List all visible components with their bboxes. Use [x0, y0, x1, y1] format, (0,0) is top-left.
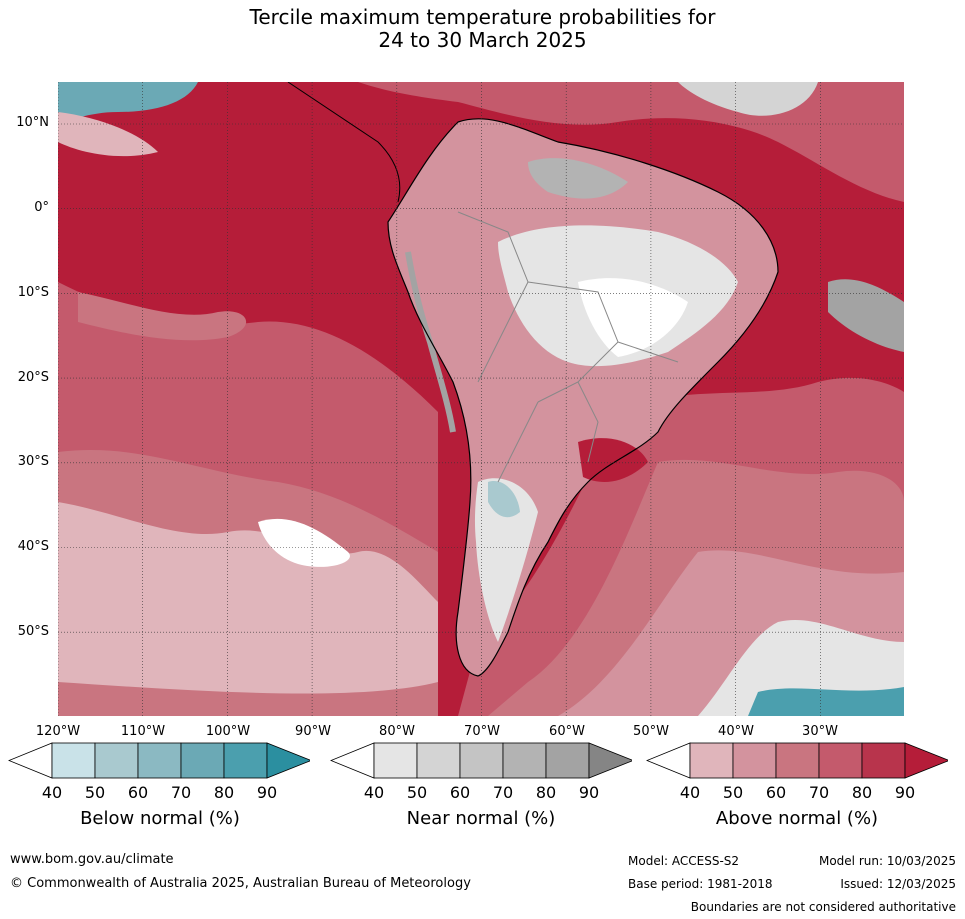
colorbar-segment: [502, 742, 547, 779]
below-normal-colorbar: [8, 742, 310, 779]
colorbar-segment: [818, 742, 863, 779]
lat-label-10n: 10°N: [16, 115, 49, 130]
colorbar-segment: [373, 742, 418, 779]
colorbar-tick-label: 90: [256, 783, 278, 802]
map-title-line-1: Tercile maximum temperature probabilitie…: [249, 5, 716, 29]
patagonia-grey: [474, 478, 538, 642]
colorbar-segment: [545, 742, 590, 779]
lon-label-30w: 30°W: [802, 724, 838, 739]
lat-label-30s: 30°S: [17, 454, 49, 469]
colorbar-segment: [180, 742, 225, 779]
above-normal-colorbar: [646, 742, 948, 779]
base-period: Base period: 1981-2018: [628, 877, 773, 891]
colorbar-segment: [416, 742, 461, 779]
colorbar-tick-label: 40: [679, 783, 701, 802]
colorbar-segment: [775, 742, 820, 779]
colorbar-right-arrow: [904, 742, 948, 779]
pacific-pale-north: [78, 292, 247, 341]
lat-label-40s: 40°S: [17, 539, 49, 554]
colorbar-tick-label: 50: [84, 783, 106, 802]
colorbar-tick-label: 60: [449, 783, 471, 802]
south-atlantic-below: [748, 687, 904, 716]
colorbar-tick-label: 60: [765, 783, 787, 802]
colorbar-tick-label: 40: [41, 783, 63, 802]
near-normal-colorbar: [330, 742, 632, 779]
colorbar-right-arrow: [588, 742, 632, 779]
graticule: [58, 82, 904, 716]
colorbar-segment: [459, 742, 504, 779]
issued-date: Issued: 12/03/2025: [840, 877, 956, 891]
colorbar-right-arrow: [266, 742, 310, 779]
lon-label-40w: 40°W: [718, 724, 754, 739]
below-normal-title: Below normal (%): [80, 808, 240, 829]
colorbar-tick-label: 50: [406, 783, 428, 802]
lon-label-90w: 90°W: [295, 724, 331, 739]
map-title-line-2: 24 to 30 March 2025: [378, 28, 587, 52]
lon-label-120w: 120°W: [35, 724, 81, 739]
colorbar-left-arrow: [646, 742, 691, 779]
lat-label-0: 0°: [34, 200, 49, 215]
boundaries-disclaimer: Boundaries are not considered authoritat…: [690, 900, 956, 914]
south-pacific-white: [258, 518, 350, 567]
colorbar-tick-label: 70: [170, 783, 192, 802]
east-coast-dark: [578, 438, 648, 482]
northwest-below: [58, 82, 198, 122]
northwest-pale: [58, 112, 158, 157]
colorbar-left-arrow: [330, 742, 375, 779]
model-run-date: Model run: 10/03/2025: [818, 854, 956, 868]
colorbar-tick-label: 70: [492, 783, 514, 802]
colorbar-tick-label: 80: [535, 783, 557, 802]
colorbar-tick-label: 80: [851, 783, 873, 802]
above-normal-title: Above normal (%): [715, 808, 879, 829]
central-white: [578, 278, 688, 357]
colorbar-tick-label: 90: [578, 783, 600, 802]
colorbar-segment: [94, 742, 139, 779]
colorbar-tick-label: 80: [213, 783, 235, 802]
model-name: Model: ACCESS-S2: [628, 854, 740, 868]
near-normal-title: Near normal (%): [406, 808, 556, 829]
lat-label-50s: 50°S: [17, 624, 49, 639]
colorbar-segment: [732, 742, 777, 779]
northern-grey: [528, 158, 628, 199]
argentina-below: [488, 481, 520, 518]
andes-strip: [405, 251, 456, 433]
colorbar-tick-label: 90: [894, 783, 916, 802]
lon-label-110w: 110°W: [120, 724, 166, 739]
lat-label-20s: 20°S: [17, 370, 49, 385]
north-atlantic-grey: [678, 82, 818, 116]
colorbar-segment: [689, 742, 734, 779]
lon-label-70w: 70°W: [464, 724, 500, 739]
east-atlantic-grey: [828, 279, 904, 352]
colorbar-segment: [223, 742, 268, 779]
copyright-text: © Commonwealth of Australia 2025, Austra…: [10, 876, 471, 891]
colorbar-tick-label: 50: [722, 783, 744, 802]
central-america-coast: [287, 82, 401, 203]
lon-label-60w: 60°W: [549, 724, 585, 739]
colorbar-segment: [51, 742, 96, 779]
lon-label-100w: 100°W: [205, 724, 251, 739]
probability-map: [58, 82, 904, 716]
coastline: [387, 118, 779, 677]
colorbar-segment: [137, 742, 182, 779]
lon-label-80w: 80°W: [379, 724, 415, 739]
colorbar-left-arrow: [8, 742, 53, 779]
south-pacific-pale: [58, 502, 438, 694]
colorbar-tick-label: 60: [127, 783, 149, 802]
colorbar-tick-label: 70: [808, 783, 830, 802]
colorbar-tick-label: 40: [363, 783, 385, 802]
colorbar-segment: [861, 742, 906, 779]
lat-label-10s: 10°S: [17, 285, 49, 300]
country-borders: [457, 211, 679, 483]
lon-label-50w: 50°W: [633, 724, 669, 739]
website-link[interactable]: www.bom.gov.au/climate: [10, 852, 174, 867]
